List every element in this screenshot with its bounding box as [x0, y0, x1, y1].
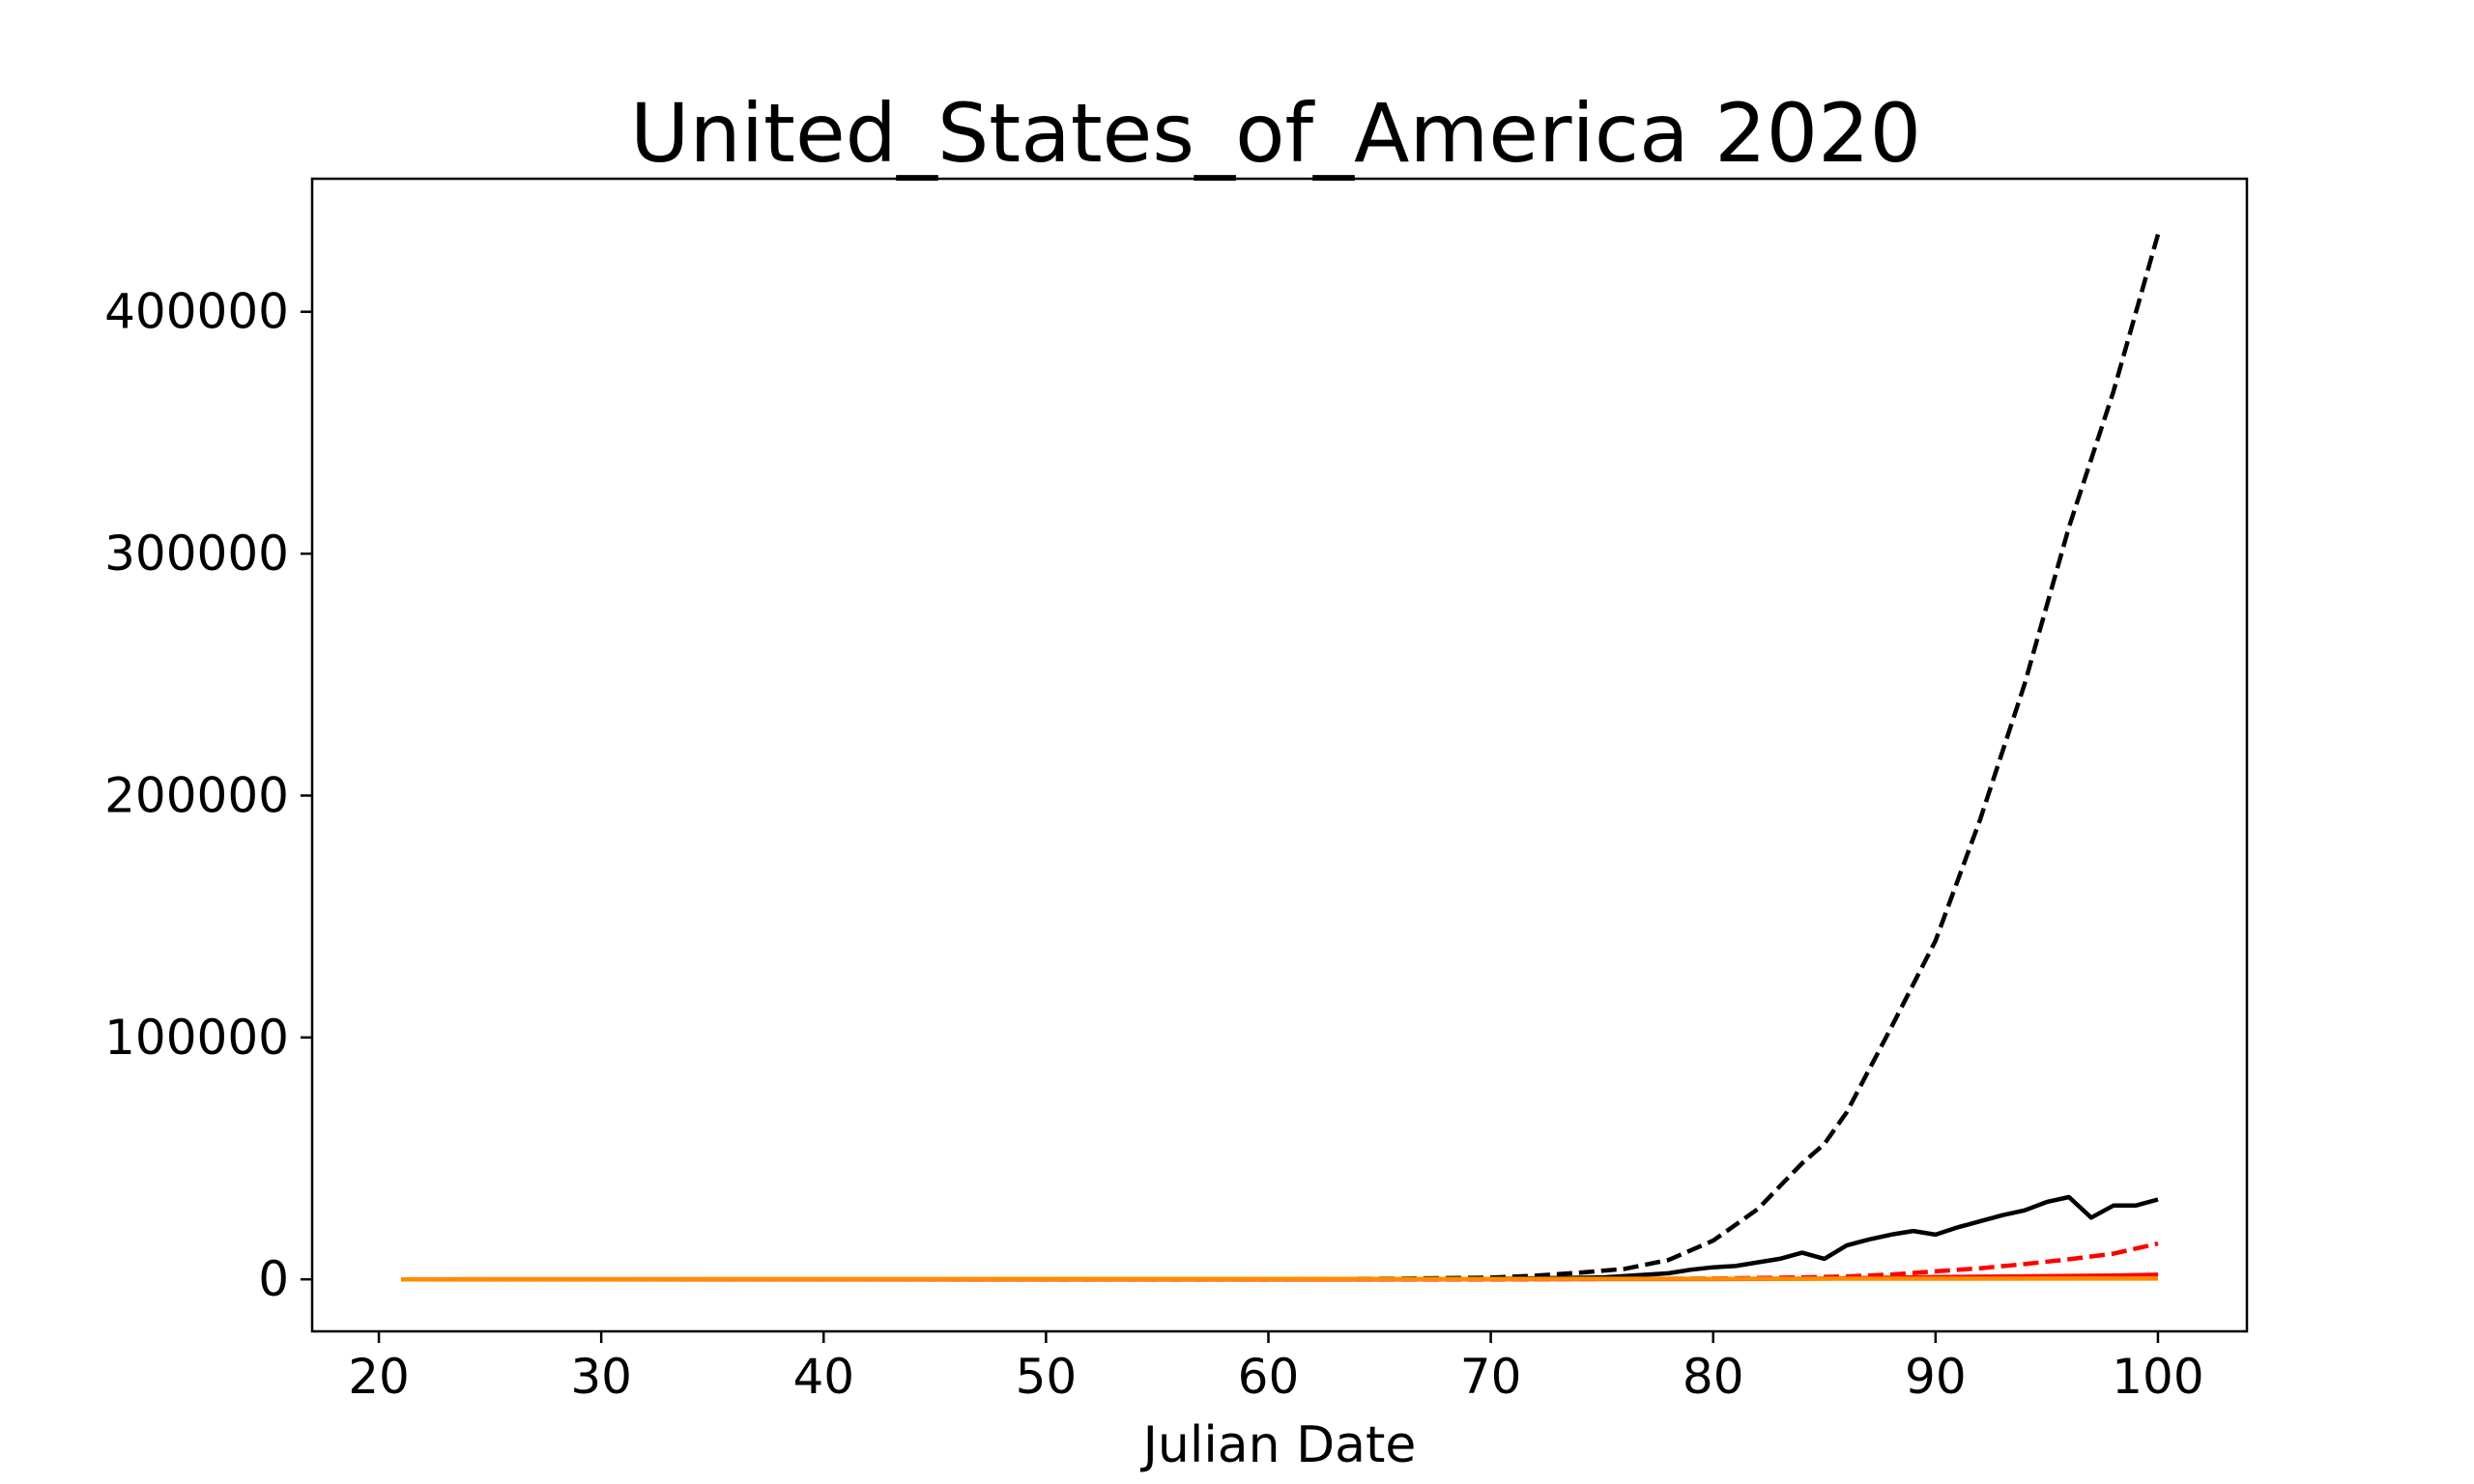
- y-tick-label: 400000: [104, 284, 289, 340]
- x-tick-label: 30: [570, 1349, 632, 1405]
- x-axis-label: Julian Date: [1140, 1416, 1417, 1474]
- series-line-1: [401, 1194, 2159, 1282]
- x-tick-label: 40: [792, 1349, 854, 1405]
- x-tick-label: 100: [2112, 1349, 2203, 1405]
- x-axis: 20 30 40 50 60 70 80 90 100: [348, 1331, 2204, 1405]
- y-tick-label: 0: [258, 1251, 289, 1307]
- x-tick-label: 90: [1905, 1349, 1967, 1405]
- series-line-2: [401, 1241, 2159, 1282]
- series-layer: [400, 233, 2161, 1282]
- plot-frame: [310, 177, 2249, 1333]
- y-tick-label: 100000: [104, 1010, 289, 1066]
- y-axis: 0 100000 200000 300000 400000: [104, 284, 312, 1307]
- x-tick-label: 70: [1460, 1349, 1522, 1405]
- y-tick-label: 200000: [104, 767, 289, 823]
- series-line-4: [400, 1276, 2159, 1282]
- x-tick-label: 80: [1683, 1349, 1744, 1405]
- chart-title: United_States_of_America 2020: [630, 86, 1921, 181]
- x-tick-label: 60: [1238, 1349, 1300, 1405]
- x-tick-label: 20: [348, 1349, 410, 1405]
- series-line-0: [401, 233, 2161, 1282]
- x-tick-label: 50: [1016, 1349, 1078, 1405]
- y-tick-label: 300000: [104, 526, 289, 582]
